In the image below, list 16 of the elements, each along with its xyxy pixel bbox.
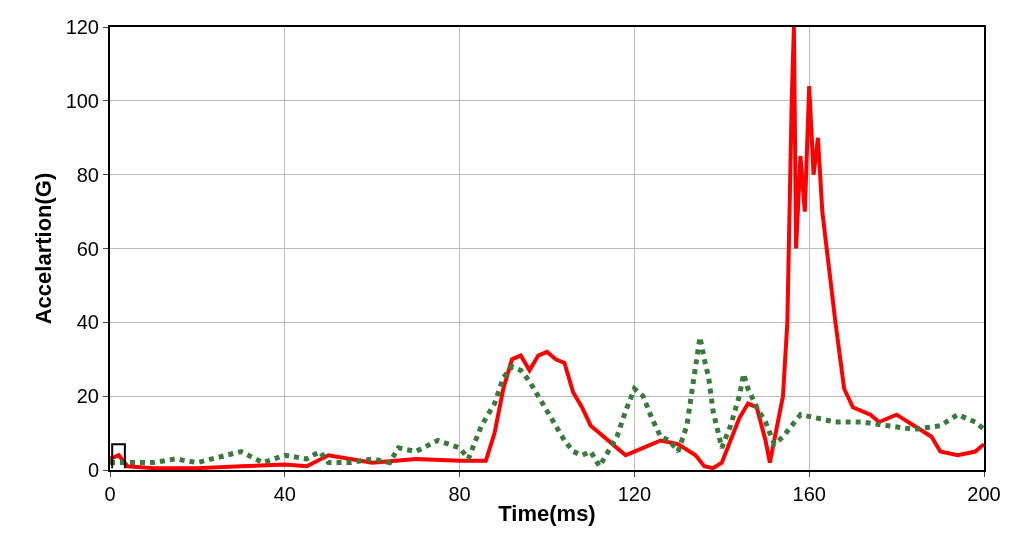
x-tick-label: 120 [617,483,652,505]
y-tick-label: 120 [65,16,99,38]
y-tick-label: 100 [65,89,99,112]
x-tick-label: 200 [967,483,1001,505]
y-tick-label: 20 [76,385,99,408]
x-tick-label: 0 [104,483,116,505]
line-series [110,27,984,470]
x-axis-title: Time(ms) [498,501,596,527]
y-tick-label: 40 [76,311,99,334]
x-tick-label: 160 [792,483,826,505]
x-tick-label: 40 [273,483,296,505]
y-axis-title: Accelartion(G) [30,172,56,325]
y-tick-label: 0 [87,459,99,481]
x-tick-label: 80 [448,483,471,505]
y-tick-label: 80 [76,163,99,186]
y-tick-label: 60 [76,237,99,260]
